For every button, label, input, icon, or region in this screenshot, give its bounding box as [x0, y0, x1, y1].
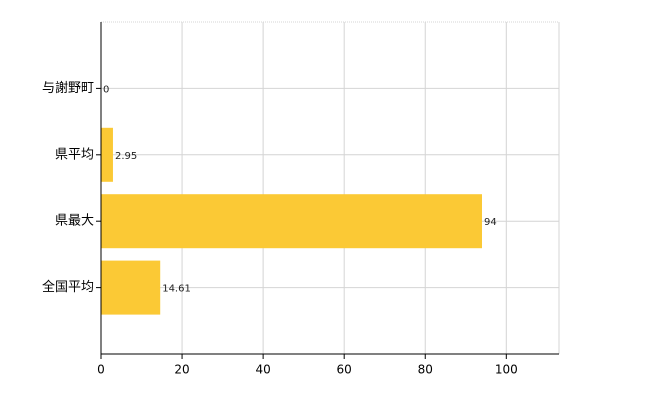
- data-label: 14.61: [162, 284, 191, 295]
- data-label: 0: [103, 84, 109, 95]
- y-tick-label: 県平均: [55, 147, 94, 162]
- y-tick-label: 県最大: [55, 214, 94, 229]
- x-tick-label: 20: [174, 363, 189, 377]
- x-tick-label: 80: [418, 363, 433, 377]
- bar: [101, 194, 482, 249]
- x-tick-label: 40: [255, 363, 270, 377]
- data-label: 94: [484, 217, 497, 228]
- x-tick-label: 0: [97, 363, 105, 377]
- bar: [101, 127, 113, 182]
- y-tick-label: 全国平均: [42, 279, 94, 295]
- data-label: 2.95: [115, 151, 137, 162]
- x-tick-label: 100: [495, 363, 518, 377]
- bar: [101, 260, 161, 315]
- x-tick-label: 60: [337, 363, 352, 377]
- y-tick-label: 与謝野町: [42, 81, 94, 96]
